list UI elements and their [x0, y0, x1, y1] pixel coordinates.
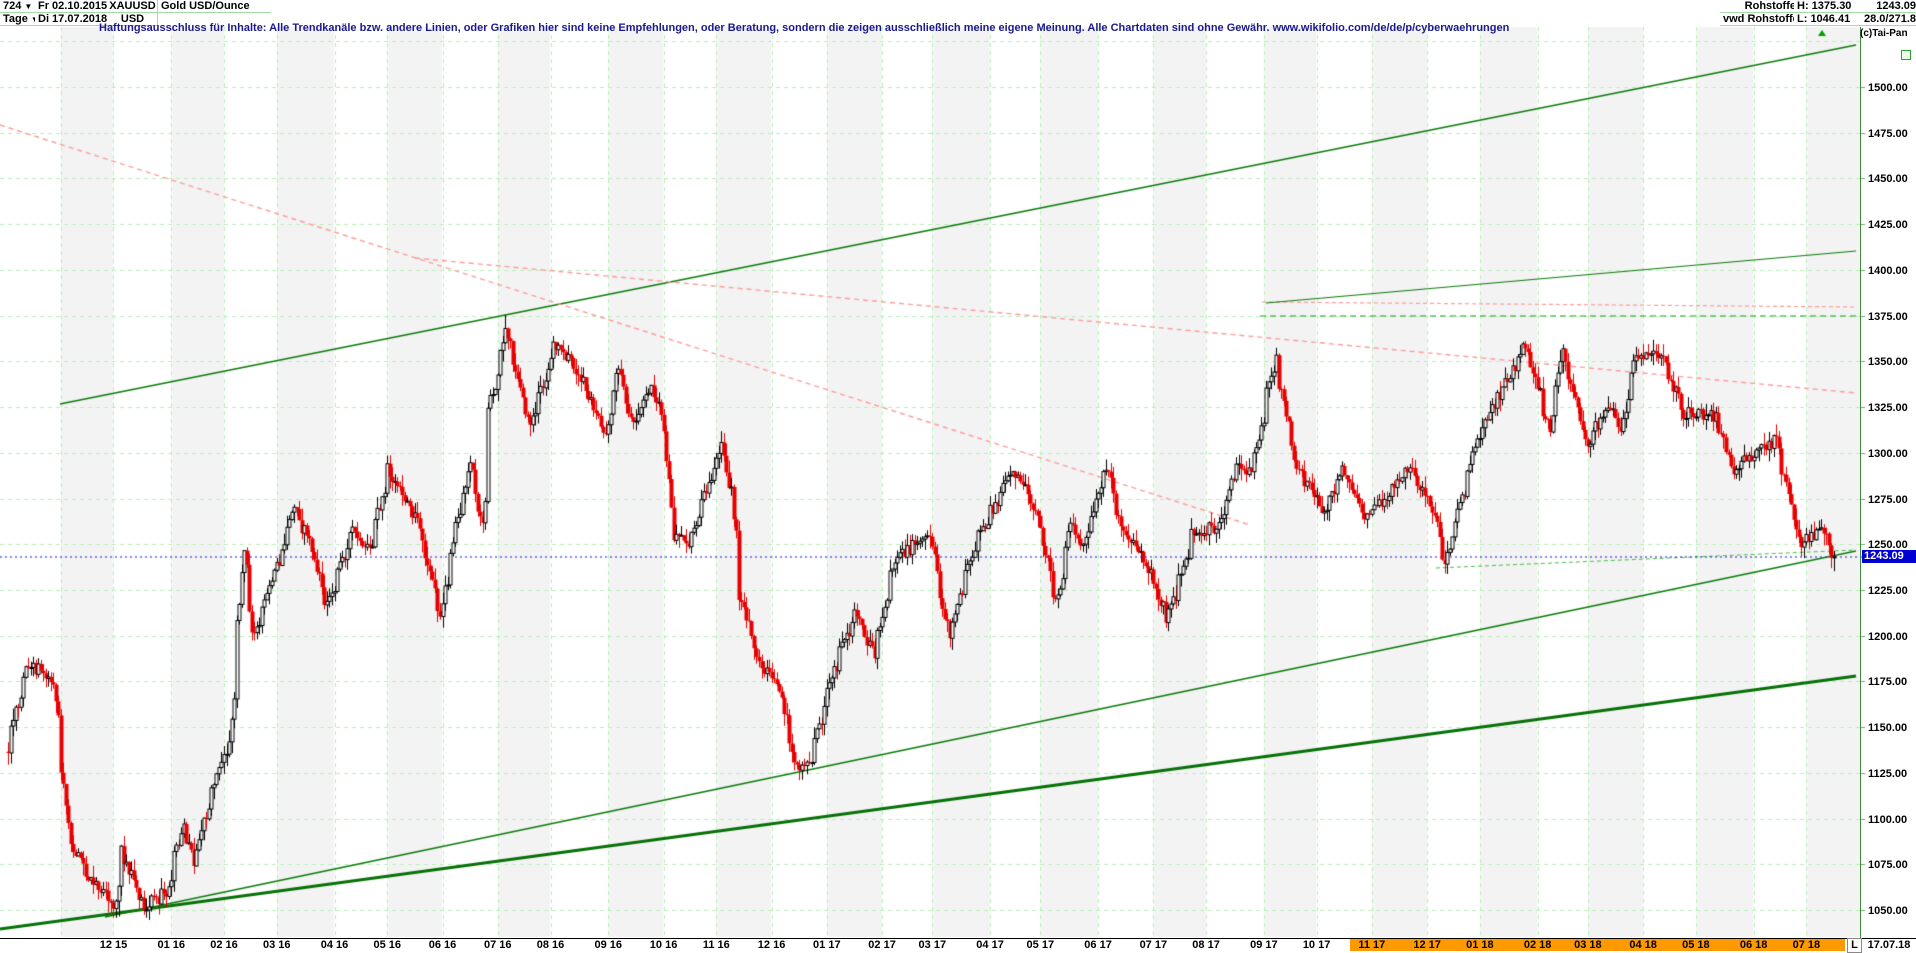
x-axis-label: 06 18	[1739, 939, 1768, 951]
x-axis-label: 02 16	[210, 939, 238, 951]
x-axis-label: 09 16	[594, 939, 623, 951]
x-axis-label: 05 17	[1026, 939, 1055, 951]
dropdown-arrow-icon: ▼	[24, 2, 33, 11]
y-axis-label: 1275.00	[1868, 493, 1908, 506]
x-axis-label: 12 17	[1413, 939, 1441, 951]
x-axis-label: 07 17	[1139, 939, 1168, 951]
y-axis-label: 1375.00	[1868, 310, 1908, 323]
x-axis-label: 06 16	[428, 939, 457, 951]
y-axis-label: 1225.00	[1868, 584, 1908, 597]
x-axis-label: 04 17	[976, 939, 1004, 951]
x-axis-label: 11 17	[1358, 939, 1386, 951]
disclaimer-text: Haftungsausschluss für Inhalte: Alle Tre…	[99, 22, 1510, 34]
x-axis-label: 02 18	[1523, 939, 1552, 951]
x-axis-label: 09 17	[1250, 939, 1278, 951]
y-axis-label: 1050.00	[1868, 905, 1908, 917]
x-axis-label: 06 17	[1084, 939, 1112, 951]
currency-label: USD	[108, 13, 158, 26]
x-axis-label: 05 18	[1682, 939, 1710, 951]
dropdown-arrow-icon: ▼	[31, 15, 39, 24]
instrument-name: Gold USD/Ounce	[158, 0, 271, 13]
y-axis-separator	[1860, 27, 1861, 938]
x-axis-label: 03 17	[918, 939, 947, 951]
last-price-label: 1243.09	[1858, 0, 1916, 13]
x-axis-label: 03 16	[262, 939, 291, 951]
y-axis-label: 1325.00	[1868, 402, 1908, 415]
category-label: Rohstoffe	[1720, 0, 1800, 13]
x-axis-label: 11 16	[702, 939, 730, 951]
y-axis-label: 1100.00	[1868, 813, 1908, 826]
symbol-label: XAUUSD	[108, 0, 158, 13]
x-axis-label: 02 17	[868, 939, 896, 951]
x-axis-label: 04 18	[1629, 939, 1657, 951]
chart-end-date: Di 17.07.2018	[35, 13, 111, 26]
chart-start-date: Fr 02.10.2015	[35, 0, 111, 13]
bars-count-dropdown[interactable]: 724 ▼	[0, 0, 38, 13]
axis-corner-date: 17.07.18	[1867, 939, 1911, 951]
last-bar-marker: L	[1847, 938, 1862, 953]
x-axis-label: 08 16	[536, 939, 565, 951]
last-price-marker: 1243.09	[1862, 550, 1916, 563]
y-axis-label: 1250.00	[1868, 539, 1908, 552]
y-axis-label: 1175.00	[1868, 676, 1908, 689]
x-axis-label: 04 16	[320, 939, 349, 951]
change-info-label: 28.0/271.8	[1858, 13, 1916, 26]
x-axis-label: 01 17	[813, 939, 841, 951]
y-axis-label: 1300.00	[1868, 447, 1908, 460]
period-high-label: H: 1375.30	[1794, 0, 1861, 13]
y-axis-label: 1200.00	[1868, 630, 1908, 643]
x-axis-label: 01 16	[157, 939, 186, 951]
x-axis-label: 07 16	[484, 939, 512, 951]
y-axis-label: 1150.00	[1868, 722, 1908, 735]
y-axis-label: 1075.00	[1868, 859, 1908, 872]
x-axis-label: 03 18	[1574, 939, 1602, 951]
y-axis-label: 1475.00	[1868, 127, 1908, 140]
x-axis-label: 10 16	[649, 939, 678, 951]
x-axis-label: 10 17	[1302, 939, 1331, 951]
timeframe-value: Tage	[3, 13, 28, 25]
timeframe-dropdown[interactable]: Tage▼	[0, 13, 39, 26]
y-axis-label: 1400.00	[1868, 264, 1908, 277]
x-axis-label: 01 18	[1466, 939, 1494, 951]
y-axis-label: 1350.00	[1868, 356, 1908, 369]
bars-count-value: 724	[3, 0, 22, 12]
x-axis-label: 07 18	[1792, 939, 1821, 951]
copyright-label: (c)Tai-Pan	[1860, 28, 1908, 39]
x-axis-label: 05 16	[373, 939, 402, 951]
y-axis-label: 1450.00	[1868, 173, 1908, 186]
x-axis-label: 08 17	[1192, 939, 1220, 951]
y-axis-label: 1500.00	[1868, 82, 1908, 94]
y-axis-label: 1125.00	[1868, 767, 1908, 780]
y-axis-label: 1425.00	[1868, 219, 1908, 232]
x-axis-label: 12 16	[757, 939, 786, 951]
quote-source-label: vwd Rohstoffe	[1720, 13, 1800, 26]
period-low-label: L: 1046.41	[1794, 13, 1861, 26]
x-axis-highlight-band	[1349, 939, 1845, 951]
x-axis-label: 12 15	[99, 939, 128, 951]
collapse-chart-icon[interactable]	[1901, 50, 1911, 60]
